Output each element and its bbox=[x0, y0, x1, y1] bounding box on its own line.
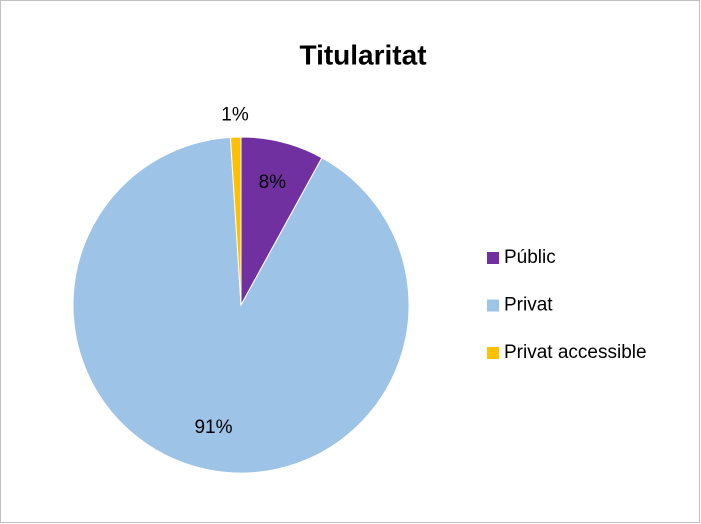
legend-swatch bbox=[487, 299, 499, 312]
chart-title: Titularitat bbox=[299, 39, 426, 70]
pie-slice bbox=[72, 136, 410, 474]
data-label: 8% bbox=[259, 172, 287, 193]
legend-label: Privat bbox=[504, 295, 553, 316]
legend-swatch bbox=[487, 252, 499, 264]
data-label: 91% bbox=[194, 417, 232, 438]
legend-label: Públic bbox=[504, 247, 556, 268]
legend-swatch bbox=[487, 347, 499, 359]
pie-slice bbox=[229, 136, 242, 306]
legend-label: Privat accessible bbox=[504, 342, 647, 363]
data-label: 1% bbox=[221, 104, 249, 125]
